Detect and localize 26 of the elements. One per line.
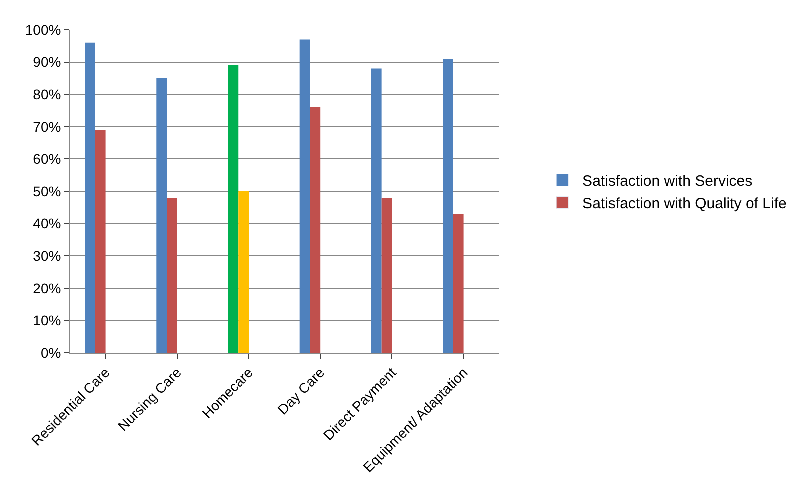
- bar: [167, 198, 178, 353]
- y-tick-label: 70%: [33, 118, 62, 135]
- y-tick-label: 50%: [33, 183, 62, 200]
- bar: [371, 68, 382, 353]
- y-tick-label: 30%: [33, 248, 62, 264]
- bar: [382, 198, 392, 353]
- y-tick-label: 90%: [33, 54, 62, 70]
- bar: [310, 108, 321, 353]
- bar: [95, 130, 106, 353]
- y-tick-label: 10%: [33, 312, 62, 329]
- x-tick-label: Day Care: [274, 364, 328, 418]
- y-tick-label: 40%: [33, 216, 62, 232]
- bar: [453, 214, 464, 353]
- bar: [85, 42, 96, 353]
- bar: [238, 192, 249, 353]
- y-tick-label: 80%: [33, 86, 62, 102]
- y-tick-label: 100%: [25, 22, 62, 38]
- legend-label: Satisfaction with Services: [582, 173, 753, 190]
- y-tick-label: 0%: [40, 344, 62, 361]
- bar: [156, 78, 168, 353]
- y-tick-label: 60%: [33, 151, 62, 168]
- legend-label: Satisfaction with Quality of Life: [582, 196, 787, 213]
- y-tick-label: 20%: [33, 280, 62, 296]
- bar: [300, 40, 310, 353]
- bar: [443, 59, 454, 353]
- bar: [228, 66, 239, 353]
